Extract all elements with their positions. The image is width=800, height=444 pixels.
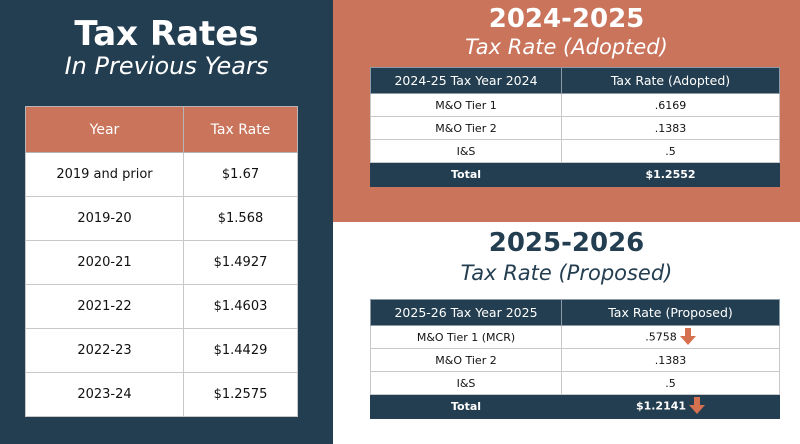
year-cell: 2021-22 (25, 284, 184, 329)
rate-cell: $1.4603 (183, 284, 298, 329)
table-row: I&S .5 (370, 371, 780, 395)
arrow-down-icon (679, 327, 696, 345)
year-cell: 2023-24 (25, 372, 184, 417)
table-row: 2019-20 $1.568 (25, 196, 298, 241)
year-cell: 2019 and prior (25, 152, 184, 197)
total-value: $1.2141 (635, 399, 687, 413)
proposed-panel: 2025-2026 Tax Rate (Proposed) 2025-26 Ta… (333, 222, 800, 444)
rate-cell: $1.568 (183, 196, 298, 241)
rate-cell: .1383 (561, 116, 780, 140)
adopted-panel: 2024-2025 Tax Rate (Adopted) 2024-25 Tax… (333, 0, 800, 222)
adopted-title: 2024-2025 (488, 4, 645, 34)
component-cell: M&O Tier 1 (370, 93, 562, 117)
header-tax-rate: Tax Rate (Proposed) (561, 299, 780, 326)
year-cell: 2019-20 (25, 196, 184, 241)
table-row: 2021-22 $1.4603 (25, 284, 298, 329)
rate-cell: .5758 (561, 325, 780, 349)
table-row: M&O Tier 2 .1383 (370, 348, 780, 372)
table-row: 2022-23 $1.4429 (25, 328, 298, 373)
rate-cell: $1.2575 (183, 372, 298, 417)
table-row: I&S .5 (370, 139, 780, 163)
table-row: 2020-21 $1.4927 (25, 240, 298, 285)
table-row: M&O Tier 2 .1383 (370, 116, 780, 140)
component-cell: M&O Tier 2 (370, 348, 562, 372)
header-year: Year (25, 106, 184, 153)
total-value: $1.2552 (561, 162, 780, 187)
year-cell: 2020-21 (25, 240, 184, 285)
history-panel: Tax Rates In Previous Years Year Tax Rat… (0, 0, 333, 444)
total-row: Total $1.2141 (370, 394, 780, 419)
table-row: 2023-24 $1.2575 (25, 372, 298, 417)
rate-cell: .5 (561, 139, 780, 163)
rate-value: .5758 (645, 330, 677, 343)
header-tax-year: 2024-25 Tax Year 2024 (370, 67, 562, 94)
rate-cell: .1383 (561, 348, 780, 372)
history-table: Year Tax Rate 2019 and prior $1.67 2019-… (25, 106, 298, 417)
total-label: Total (370, 394, 562, 419)
total-value-cell: $1.2141 (561, 394, 780, 419)
component-cell: M&O Tier 1 (MCR) (370, 325, 562, 349)
header-tax-rate: Tax Rate (Adopted) (561, 67, 780, 94)
proposed-subtitle: Tax Rate (Proposed) (460, 261, 673, 285)
component-cell: I&S (370, 139, 562, 163)
page-subtitle: In Previous Years (64, 52, 269, 80)
table-row: 2019 and prior $1.67 (25, 152, 298, 197)
component-cell: I&S (370, 371, 562, 395)
arrow-down-icon (689, 397, 706, 414)
rate-cell: .5 (561, 371, 780, 395)
proposed-table: 2025-26 Tax Year 2025 Tax Rate (Proposed… (370, 299, 780, 419)
total-label: Total (370, 162, 562, 187)
adopted-table: 2024-25 Tax Year 2024 Tax Rate (Adopted)… (370, 67, 780, 187)
table-row: M&O Tier 1 .6169 (370, 93, 780, 117)
rate-cell: $1.4927 (183, 240, 298, 285)
header-tax-rate: Tax Rate (183, 106, 298, 153)
year-cell: 2022-23 (25, 328, 184, 373)
adopted-header-row: 2024-25 Tax Year 2024 Tax Rate (Adopted) (370, 67, 780, 94)
rate-cell: $1.4429 (183, 328, 298, 373)
rate-cell: .6169 (561, 93, 780, 117)
total-row: Total $1.2552 (370, 162, 780, 187)
rate-cell: $1.67 (183, 152, 298, 197)
proposed-header-row: 2025-26 Tax Year 2025 Tax Rate (Proposed… (370, 299, 780, 326)
history-header-row: Year Tax Rate (25, 106, 298, 153)
component-cell: M&O Tier 2 (370, 116, 562, 140)
page-title: Tax Rates (74, 14, 259, 54)
proposed-title: 2025-2026 (488, 228, 645, 258)
adopted-subtitle: Tax Rate (Adopted) (465, 35, 668, 59)
header-tax-year: 2025-26 Tax Year 2025 (370, 299, 562, 326)
table-row: M&O Tier 1 (MCR) .5758 (370, 325, 780, 349)
